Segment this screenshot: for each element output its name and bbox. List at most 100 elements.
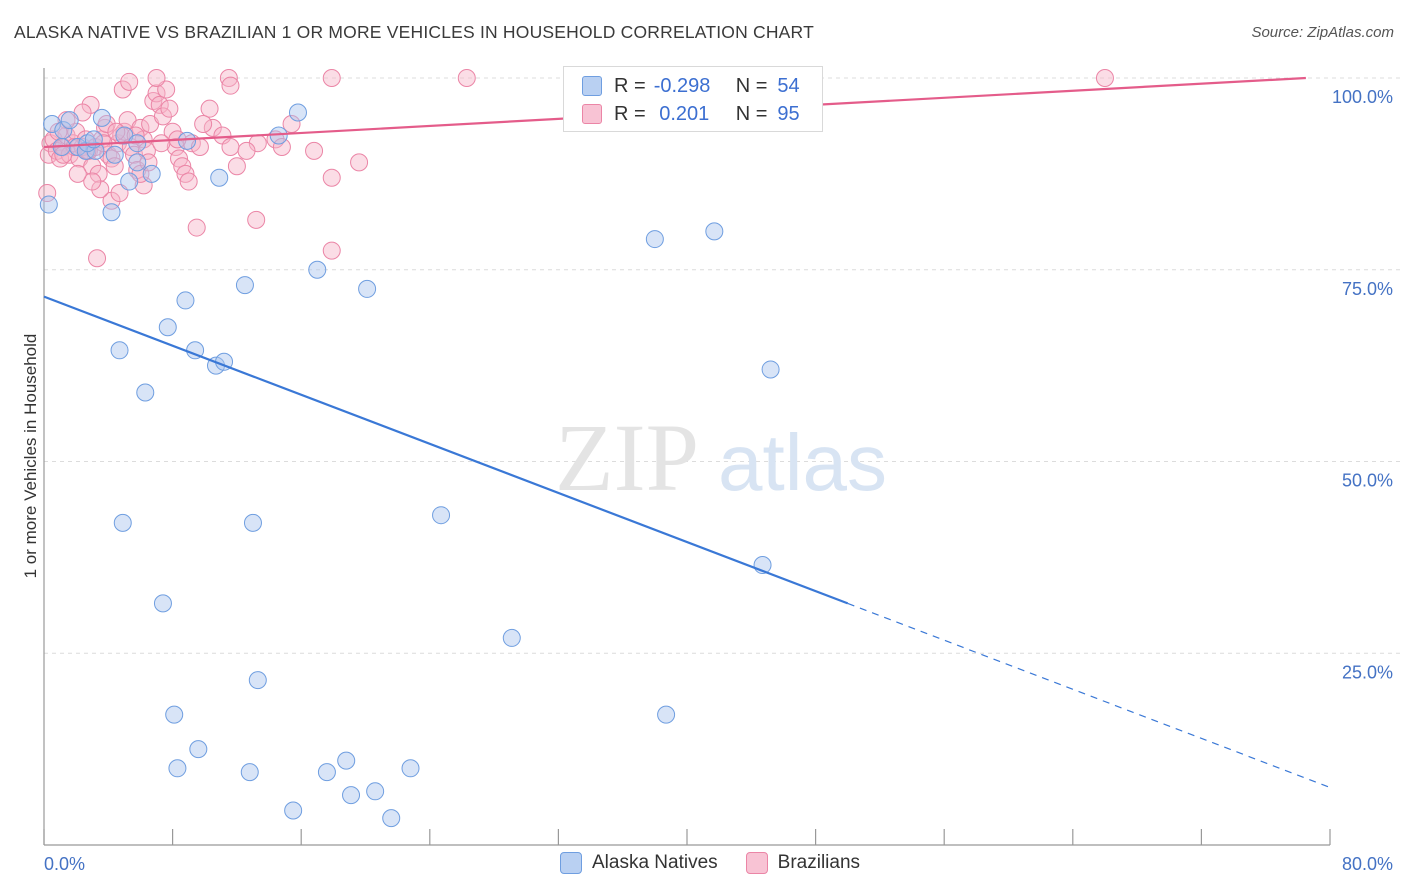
data-point-brazilians — [113, 80, 132, 99]
data-point-brazilians — [150, 95, 169, 114]
data-point-alaska-natives — [761, 360, 780, 379]
data-point-alaska-natives — [165, 705, 184, 724]
data-point-alaska-natives — [105, 145, 124, 164]
data-point-brazilians — [237, 141, 256, 160]
data-point-alaska-natives — [243, 513, 262, 532]
data-point-alaska-natives — [308, 260, 327, 279]
legend-row-alaska: R = -0.298 N = 54 — [564, 73, 800, 99]
data-point-brazilians — [305, 141, 324, 160]
data-point-alaska-natives — [645, 230, 664, 249]
data-point-alaska-natives — [60, 111, 79, 130]
data-point-alaska-natives — [401, 759, 420, 778]
trend-line-alaska-natives — [43, 295, 849, 605]
data-point-brazilians — [221, 138, 240, 157]
correlation-legend: R = -0.298 N = 54 R = 0.201 N = 95 — [563, 66, 823, 132]
chart-title: ALASKA NATIVE VS BRAZILIAN 1 OR MORE VEH… — [14, 22, 814, 42]
data-point-alaska-natives — [358, 279, 377, 298]
data-point-alaska-natives — [92, 108, 111, 127]
data-point-brazilians — [194, 115, 213, 134]
legend-swatch-blue — [582, 76, 602, 96]
legend-label-alaska-natives: Alaska Natives — [592, 852, 718, 873]
data-point-alaska-natives — [136, 383, 155, 402]
legend-n-value: 54 — [777, 74, 800, 97]
data-point-brazilians — [83, 172, 102, 191]
data-point-brazilians — [179, 172, 198, 191]
data-point-alaska-natives — [382, 809, 401, 828]
data-point-alaska-natives — [142, 164, 161, 183]
data-point-alaska-natives — [432, 506, 451, 525]
data-point-alaska-natives — [502, 628, 521, 647]
y-tick-label: 25.0% — [1342, 662, 1393, 682]
data-point-alaska-natives — [337, 751, 356, 770]
data-point-alaska-natives — [158, 318, 177, 337]
data-point-alaska-natives — [189, 740, 208, 759]
data-point-alaska-natives — [288, 103, 307, 122]
legend-label-brazilians: Brazilians — [777, 852, 861, 873]
y-tick-label: 50.0% — [1342, 471, 1393, 491]
data-point-brazilians — [272, 138, 291, 157]
data-point-brazilians — [152, 134, 171, 153]
legend-swatch-alaska-natives — [560, 852, 582, 874]
y-tick-label: 100.0% — [1332, 87, 1393, 107]
data-point-brazilians — [221, 76, 240, 95]
data-point-brazilians — [322, 241, 341, 260]
tick-labels: 25.0% 50.0% 75.0% 100.0% 0.0% 80.0% — [44, 87, 1393, 874]
data-point-alaska-natives — [210, 168, 229, 187]
data-point-brazilians — [68, 164, 87, 183]
data-point-alaska-natives — [102, 203, 121, 222]
x-tick-label: 0.0% — [44, 854, 85, 874]
data-point-brazilians — [147, 84, 166, 103]
data-point-brazilians — [203, 118, 222, 137]
data-point-brazilians — [110, 184, 129, 203]
data-point-brazilians — [227, 157, 246, 176]
legend-swatch-pink — [582, 104, 602, 124]
data-point-brazilians — [157, 80, 176, 99]
data-point-brazilians — [120, 72, 139, 91]
legend-n-value: 95 — [777, 102, 800, 125]
data-point-alaska-natives — [128, 153, 147, 172]
data-point-brazilians — [89, 164, 108, 183]
y-tick-label: 75.0% — [1342, 279, 1393, 299]
data-point-alaska-natives — [120, 172, 139, 191]
data-point-alaska-natives — [168, 759, 187, 778]
legend-r-value: -0.298 — [653, 74, 711, 97]
trend-line-alaska-natives-dashed — [847, 602, 1331, 789]
legend-n-label: N = — [735, 74, 768, 97]
x-tick-label: 80.0% — [1342, 854, 1393, 874]
data-point-alaska-natives — [317, 763, 336, 782]
data-point-brazilians — [322, 168, 341, 187]
legend-n-label: N = — [735, 102, 768, 125]
data-point-brazilians — [147, 69, 166, 87]
data-point-alaska-natives — [113, 513, 132, 532]
data-point-alaska-natives — [39, 195, 58, 214]
data-point-alaska-natives — [240, 763, 259, 782]
data-point-brazilians — [200, 99, 219, 118]
data-point-alaska-natives — [176, 291, 195, 310]
data-point-alaska-natives — [342, 786, 361, 805]
grid-lines — [44, 77, 1400, 654]
legend-swatch-brazilians — [745, 852, 768, 874]
data-point-brazilians — [97, 115, 116, 134]
series-legend: Alaska Natives Brazilians — [560, 852, 860, 874]
data-point-brazilians — [67, 122, 86, 141]
data-point-alaska-natives — [657, 705, 676, 724]
series-brazilians — [38, 69, 1114, 268]
data-point-brazilians — [88, 249, 107, 268]
legend-r-label: R = — [614, 102, 646, 125]
watermark-atlas: atlas — [718, 418, 887, 507]
data-point-alaska-natives — [178, 131, 197, 150]
data-point-brazilians — [1095, 69, 1114, 87]
data-point-alaska-natives — [705, 222, 724, 241]
legend-r-value: 0.201 — [653, 102, 710, 125]
data-point-brazilians — [350, 153, 369, 172]
data-point-brazilians — [247, 210, 266, 229]
y-axis-label: 1 or more Vehicles in Household — [21, 334, 40, 579]
legend-r-label: R = — [614, 74, 646, 97]
data-point-alaska-natives — [153, 594, 172, 613]
data-point-alaska-natives — [248, 671, 267, 690]
data-point-alaska-natives — [284, 801, 303, 820]
legend-row-brazilians: R = 0.201 N = 95 — [564, 101, 800, 127]
series-alaska-natives — [39, 103, 780, 828]
source-label: Source: ZipAtlas.com — [1251, 24, 1394, 41]
